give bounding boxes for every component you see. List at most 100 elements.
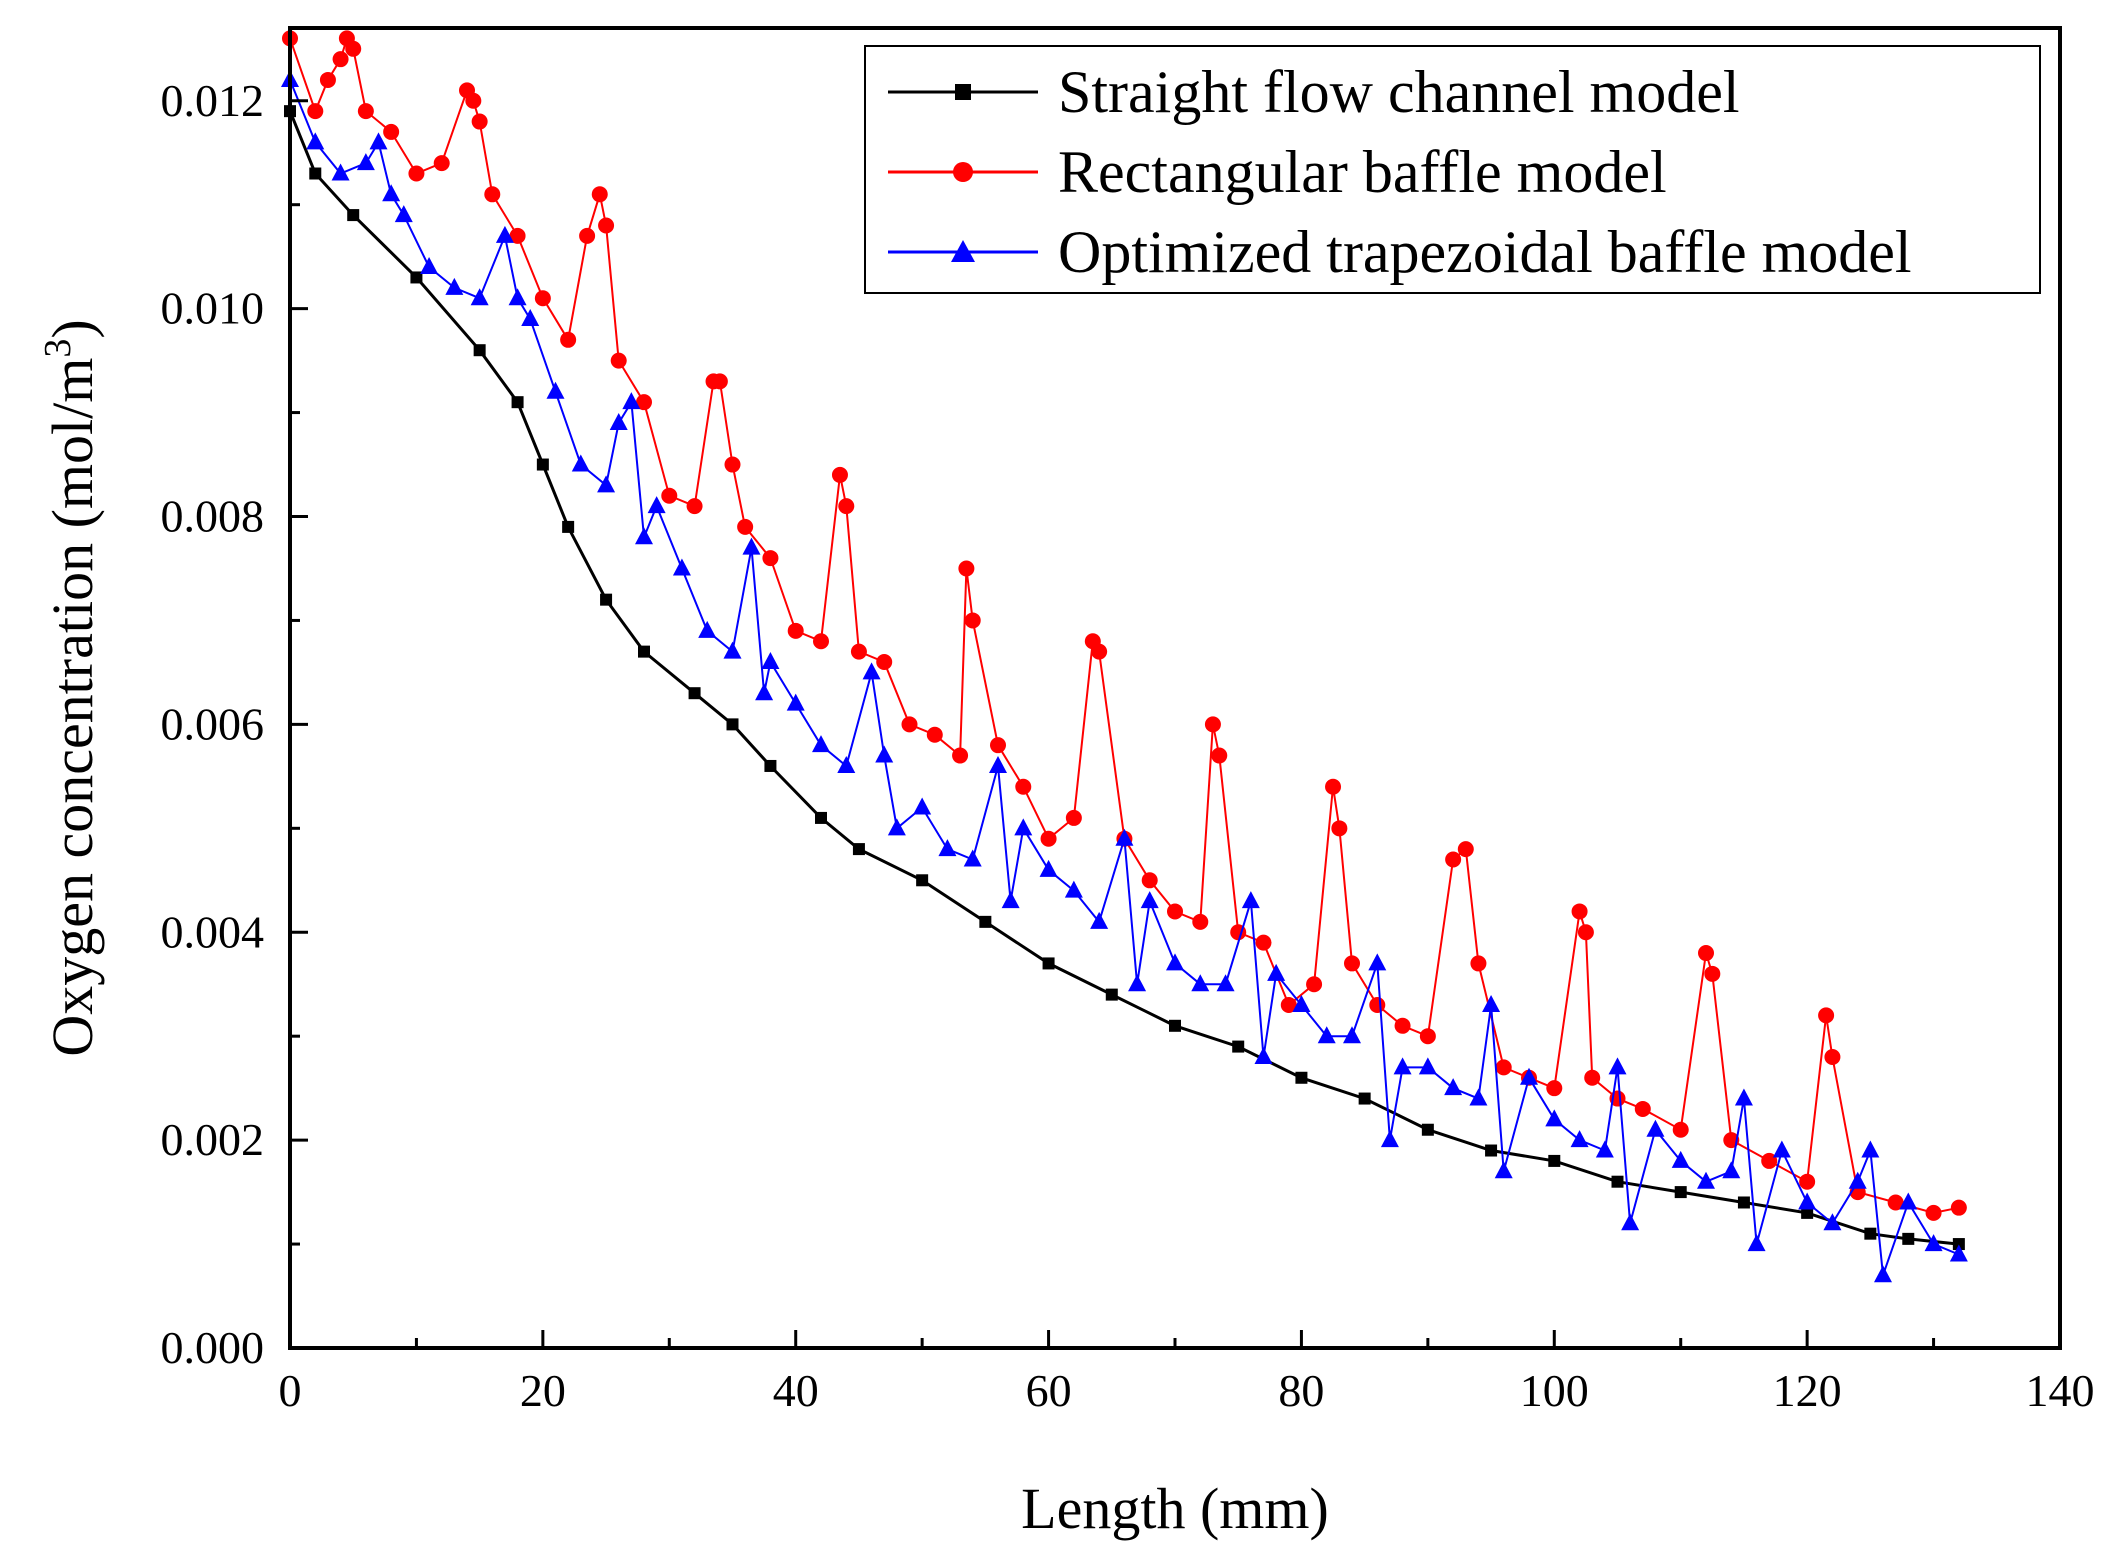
data-point — [1646, 1119, 1665, 1137]
x-tick-label: 40 — [773, 1365, 819, 1416]
data-point — [1571, 903, 1588, 920]
data-point — [1444, 1078, 1463, 1096]
data-point — [1924, 1234, 1943, 1252]
data-point — [1864, 1227, 1877, 1240]
data-point — [1469, 1088, 1488, 1106]
series-layer — [281, 30, 1968, 1283]
data-point — [1255, 934, 1272, 951]
legend-marker-rectangular — [953, 162, 973, 182]
data-point — [958, 560, 975, 577]
data-point — [647, 496, 666, 514]
data-point — [1634, 1100, 1651, 1117]
data-point — [1772, 1140, 1791, 1158]
x-tick-label: 20 — [520, 1365, 566, 1416]
data-point — [926, 726, 943, 743]
x-axis-title: Length (mm) — [1021, 1476, 1329, 1541]
series-trapezoidal — [281, 69, 1968, 1283]
data-point — [1861, 1140, 1880, 1158]
data-point — [622, 392, 641, 410]
plot-frame — [288, 26, 2062, 1350]
y-axis-title-close: ) — [40, 319, 105, 338]
data-point — [1824, 1048, 1841, 1065]
data-point — [1608, 1057, 1627, 1075]
data-point — [1191, 974, 1210, 992]
data-point — [1090, 911, 1109, 929]
data-point — [1369, 997, 1386, 1014]
data-point — [1254, 1046, 1273, 1064]
data-point — [698, 620, 717, 638]
data-point — [1295, 1071, 1308, 1084]
data-point — [755, 683, 774, 701]
data-point — [990, 737, 1006, 754]
y-tick-label: 0.006 — [161, 698, 265, 749]
data-point — [1674, 1186, 1687, 1199]
data-point — [1204, 716, 1221, 733]
data-point — [1039, 859, 1058, 877]
legend-label-rectangular: Rectangular baffle model — [1058, 139, 1667, 205]
data-point — [470, 288, 489, 306]
data-point — [1141, 872, 1158, 889]
legend-entry-straight: Straight flow channel model — [888, 59, 1740, 125]
data-point — [347, 209, 360, 222]
data-point — [711, 373, 728, 390]
data-point — [1621, 1213, 1640, 1231]
data-point — [382, 184, 401, 202]
legend-label-straight: Straight flow channel model — [1058, 59, 1740, 125]
data-point — [1495, 1059, 1512, 1076]
legend-marker-straight — [955, 84, 971, 100]
data-point — [394, 205, 413, 223]
data-point — [1358, 1092, 1371, 1105]
data-point — [306, 132, 325, 150]
data-point — [1292, 995, 1311, 1013]
data-point — [598, 217, 615, 234]
data-point — [724, 456, 741, 473]
data-point — [1902, 1232, 1915, 1245]
data-point — [1065, 809, 1082, 826]
data-point — [1747, 1234, 1766, 1252]
data-point — [1091, 643, 1108, 660]
data-point — [723, 641, 742, 659]
data-point — [1874, 1265, 1892, 1283]
data-point — [571, 454, 590, 472]
data-point — [1306, 976, 1323, 993]
data-point — [1192, 913, 1209, 930]
data-point — [1577, 924, 1594, 941]
data-point — [1393, 1057, 1412, 1075]
data-point — [1801, 1206, 1814, 1219]
data-point — [521, 309, 540, 327]
data-point — [509, 227, 526, 244]
data-point — [1368, 953, 1387, 971]
data-point — [1925, 1204, 1942, 1221]
data-point — [1344, 955, 1360, 972]
data-point — [1014, 818, 1033, 836]
data-point — [345, 40, 362, 57]
data-point — [1482, 995, 1501, 1013]
data-point — [445, 277, 464, 295]
data-point — [638, 645, 650, 658]
data-point — [560, 331, 577, 348]
data-point — [762, 550, 779, 567]
data-point — [1494, 1161, 1513, 1179]
data-point — [420, 257, 439, 275]
data-point — [764, 759, 777, 772]
data-point — [850, 643, 867, 660]
data-point — [508, 288, 527, 306]
data-point — [1380, 1130, 1399, 1148]
data-point — [1211, 747, 1228, 764]
data-point — [1737, 1196, 1750, 1209]
y-axis-title-main: Oxygen concentration (mol/m — [40, 358, 105, 1057]
data-point — [609, 412, 628, 430]
data-point — [1064, 880, 1083, 898]
data-point — [1570, 1130, 1589, 1148]
data-point — [1001, 891, 1020, 909]
data-point — [1671, 1150, 1690, 1168]
data-point — [331, 163, 350, 181]
data-point — [887, 818, 906, 836]
data-point — [1520, 1067, 1538, 1085]
data-point — [536, 458, 549, 471]
data-point — [319, 71, 336, 88]
series-straight — [284, 105, 1965, 1251]
data-point — [383, 123, 400, 140]
y-axis-title: Oxygen concentration (mol/m3) — [37, 319, 105, 1056]
data-point — [591, 186, 608, 203]
